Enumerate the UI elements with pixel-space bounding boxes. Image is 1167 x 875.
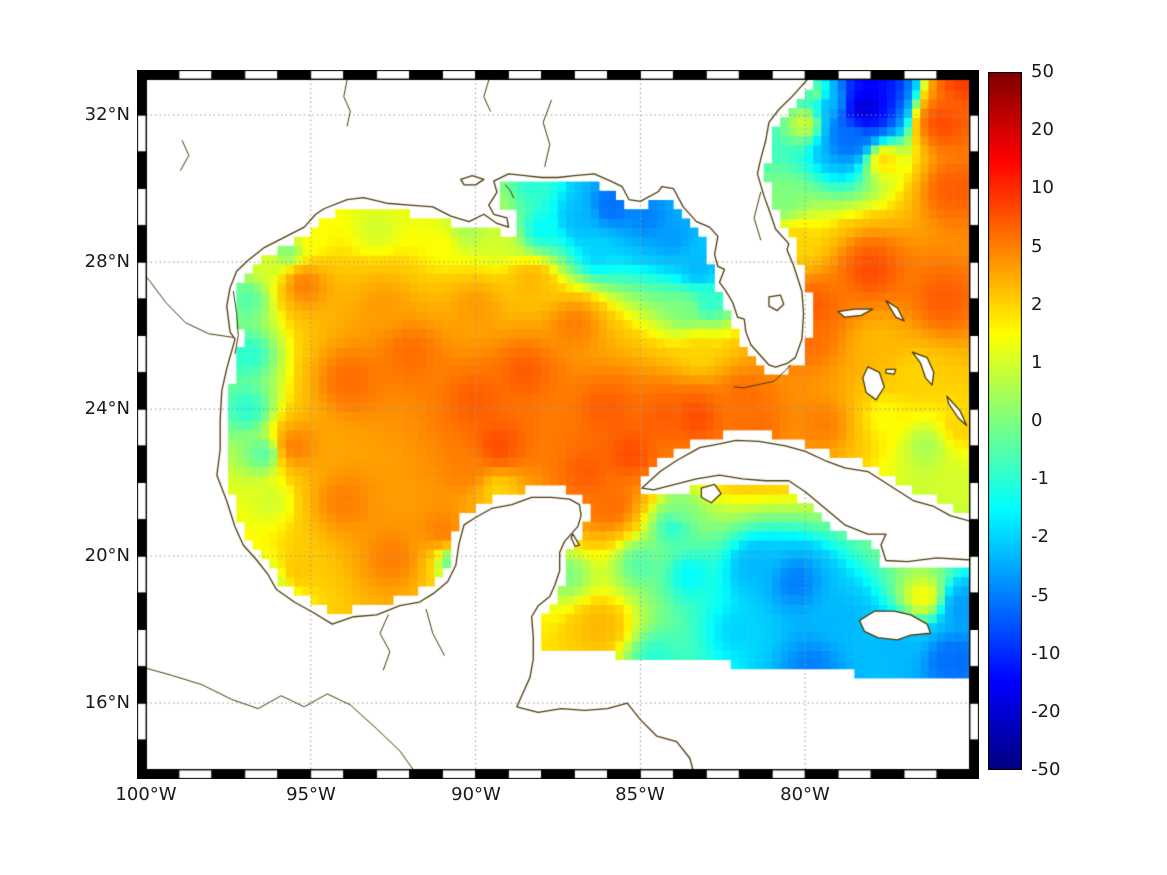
x-tick-label: 85°W: [615, 784, 665, 805]
colorbar-tick-label: -10: [1031, 643, 1061, 664]
y-tick-label: 24°N: [84, 398, 130, 419]
colorbar-tick-label: -50: [1031, 759, 1061, 780]
colorbar-tick-label: 2: [1031, 294, 1043, 315]
colorbar-tick-label: -2: [1031, 526, 1049, 547]
x-tick-label: 95°W: [286, 784, 336, 805]
colorbar-tick-label: 1: [1031, 352, 1043, 373]
y-tick-label: 20°N: [84, 545, 130, 566]
colorbar-tick-label: 10: [1031, 177, 1054, 198]
colorbar-tick-label: 0: [1031, 410, 1043, 431]
y-tick-label: 28°N: [84, 251, 130, 272]
colorbar-tick-label: 20: [1031, 119, 1054, 140]
colorbar-tick-label: -5: [1031, 585, 1049, 606]
x-tick-label: 80°W: [780, 784, 830, 805]
y-tick-label: 32°N: [84, 104, 130, 125]
map-plot-canvas: [137, 70, 979, 779]
y-tick-label: 16°N: [84, 692, 130, 713]
colorbar-tick-label: 5: [1031, 236, 1043, 257]
x-tick-label: 100°W: [115, 784, 177, 805]
colorbar-tick-label: 50: [1031, 61, 1054, 82]
x-tick-label: 90°W: [451, 784, 501, 805]
colorbar-tick-label: -20: [1031, 701, 1061, 722]
colorbar-tick-label: -1: [1031, 468, 1049, 489]
colorbar-canvas: [988, 72, 1022, 770]
